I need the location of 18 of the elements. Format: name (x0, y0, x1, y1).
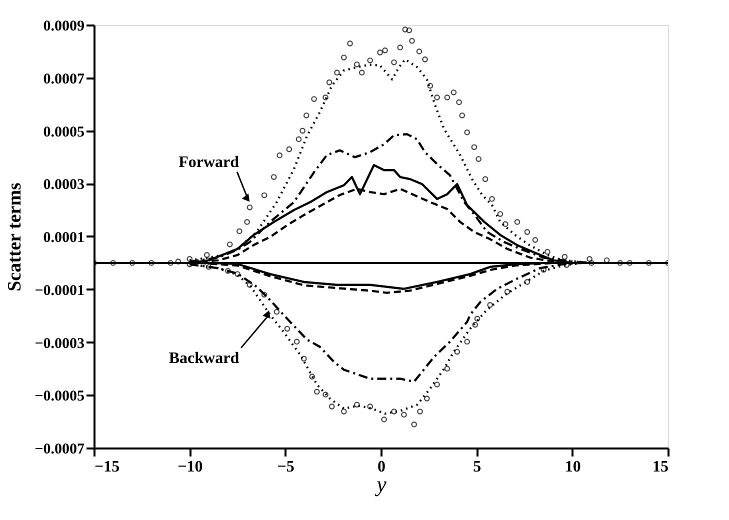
x-tick-label: −15 (94, 458, 120, 476)
y-tick-label: −0.0003 (34, 336, 84, 352)
x-tick-label: 5 (473, 458, 482, 476)
x-tick-label: 15 (652, 458, 668, 476)
annotation: Backward (168, 350, 240, 367)
y-tick-label: 0.0001 (43, 230, 84, 246)
y-tick-label: −0.0007 (34, 442, 85, 458)
y-tick-label: 0.0005 (43, 124, 84, 140)
x-tick-label: −10 (178, 458, 203, 476)
x-tick-label: −5 (277, 458, 294, 476)
y-tick-label: 0.0003 (43, 177, 84, 194)
x-tick-label: 10 (564, 458, 581, 476)
y-tick-label: 0.0009 (43, 18, 84, 34)
annotation: Forward (178, 154, 240, 171)
y-tick-label: 0.0007 (43, 71, 85, 88)
y-axis-title: Scatter terms (4, 182, 26, 292)
y-tick-label: −0.0005 (34, 388, 84, 405)
y-tick-label: −0.0001 (34, 282, 84, 299)
